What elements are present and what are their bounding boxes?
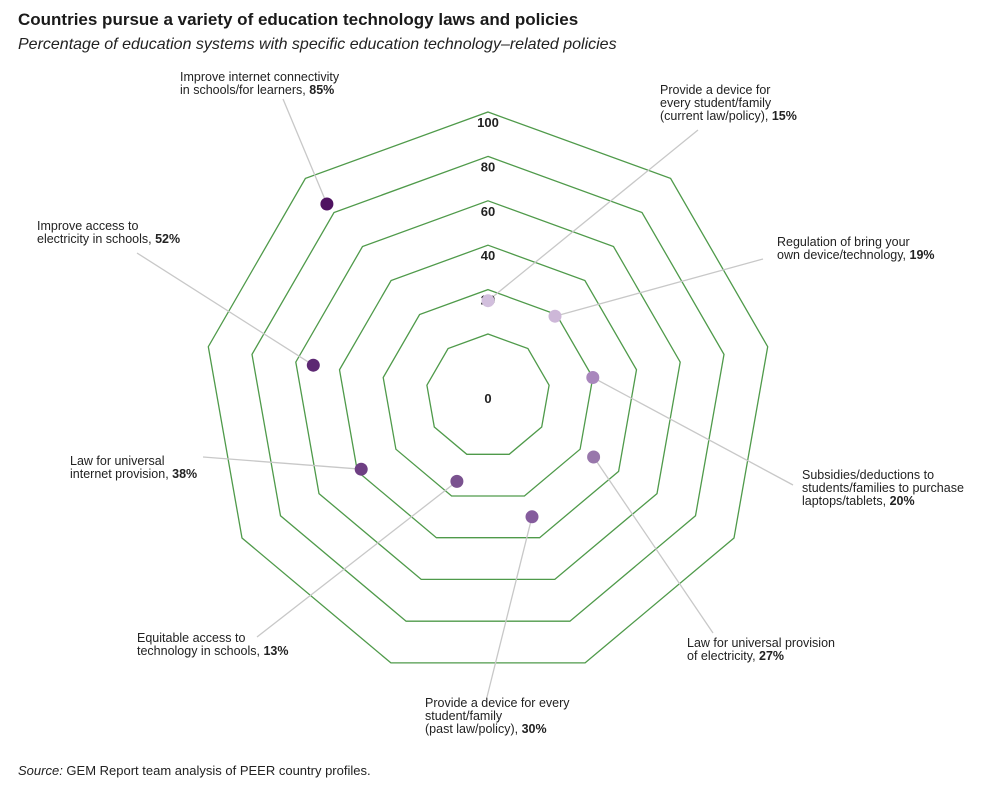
- data-point-6: [450, 474, 464, 488]
- data-point-1: [481, 294, 495, 308]
- category-label-4: Law for universal provision of electricit…: [687, 636, 835, 663]
- data-point-7: [354, 462, 368, 476]
- grid-ring-60: [295, 200, 681, 581]
- radial-tick-labels: 020406080100: [477, 115, 499, 406]
- category-labels: Provide a device for every student/family…: [37, 70, 964, 736]
- tick-label-0: 0: [484, 391, 491, 406]
- tick-label-60: 60: [481, 204, 495, 219]
- connector-line-4: [593, 456, 714, 634]
- category-label-8: Improve access to electricity in schools,…: [37, 219, 180, 246]
- data-point-5: [525, 510, 539, 524]
- data-point-3: [586, 371, 600, 384]
- chart-title: Countries pursue a variety of education …: [18, 10, 579, 29]
- grid-ring-80: [251, 155, 725, 622]
- connector-line-3: [592, 376, 794, 486]
- category-label-1: Provide a device for every student/family…: [660, 83, 797, 123]
- chart-subtitle: Percentage of education systems with spe…: [18, 36, 617, 53]
- connector-line-2: [554, 258, 764, 317]
- grid-ring-0: [426, 333, 550, 455]
- data-point-4: [587, 450, 601, 464]
- category-label-9: Improve internet connectivity in schools/…: [180, 70, 340, 97]
- data-point-8: [306, 358, 320, 372]
- connector-line-5: [486, 516, 533, 698]
- grid-ring-100: [207, 111, 769, 664]
- source-note: Source: GEM Report team analysis of PEER…: [18, 763, 371, 778]
- connector-line-6: [256, 480, 458, 638]
- source-text: GEM Report team analysis of PEER country…: [62, 763, 371, 778]
- category-label-5: Provide a device for every student/family…: [425, 696, 570, 736]
- tick-label-40: 40: [481, 248, 495, 263]
- category-label-2: Regulation of bring your own device/techn…: [777, 235, 935, 262]
- source-label: Source:: [18, 763, 63, 778]
- category-label-3: Subsidies/deductions to students/families…: [802, 468, 964, 508]
- label-connectors: [136, 98, 794, 698]
- connector-line-8: [136, 252, 314, 366]
- data-point-9: [320, 197, 334, 211]
- radar-grid: [207, 111, 769, 664]
- data-points: [306, 197, 601, 524]
- tick-label-80: 80: [481, 159, 495, 174]
- grid-ring-40: [338, 244, 638, 539]
- connector-line-7: [202, 456, 362, 470]
- connector-line-9: [282, 98, 328, 205]
- tick-label-100: 100: [477, 115, 499, 130]
- category-label-7: Law for universal internet provision, 38%: [70, 454, 197, 481]
- data-point-2: [548, 309, 562, 323]
- category-label-6: Equitable access to technology in schools…: [137, 631, 289, 658]
- connector-line-1: [487, 129, 699, 302]
- grid-ring-20: [382, 288, 594, 497]
